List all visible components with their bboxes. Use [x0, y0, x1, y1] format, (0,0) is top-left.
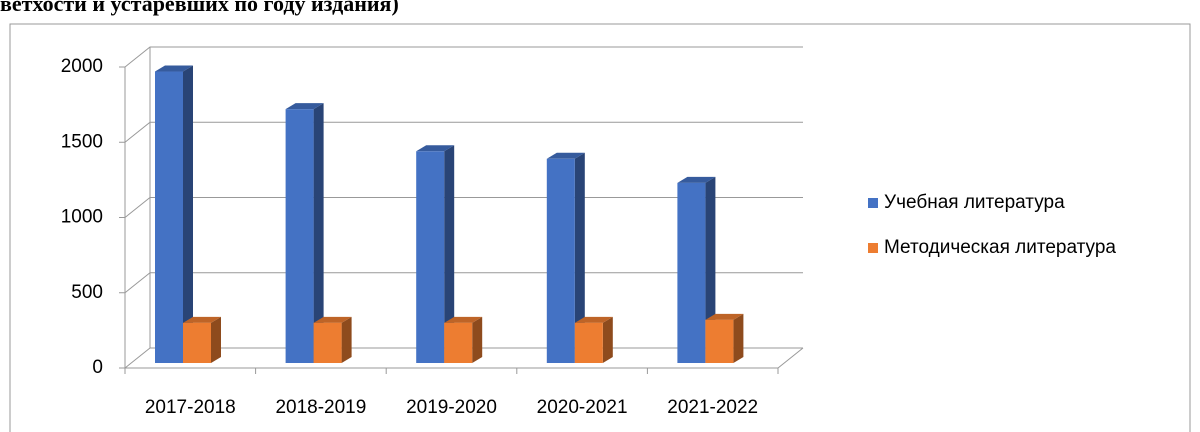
x-tick-label: 2019-2020: [406, 397, 497, 418]
bar-top: [155, 65, 193, 72]
grid-line: [124, 272, 803, 294]
grid-line: [124, 197, 803, 218]
bar-side: [183, 65, 193, 363]
bar-side: [602, 316, 613, 363]
bar-top: [677, 176, 716, 183]
bar-top: [705, 313, 744, 320]
y-tick-label: 2000: [61, 56, 103, 77]
bar-front: [546, 158, 575, 363]
bar: [444, 316, 483, 363]
bar-top: [416, 145, 455, 152]
legend-swatch: [868, 243, 878, 253]
bar-top: [546, 152, 585, 159]
bar: [546, 152, 585, 363]
y-tick-label: 0: [92, 357, 103, 378]
bar: [155, 65, 193, 363]
bar-front: [444, 322, 473, 363]
grid-line: [124, 46, 803, 68]
bar: [313, 316, 352, 363]
y-tick-label: 500: [71, 282, 103, 303]
bar-front: [155, 71, 183, 363]
legend-swatch: [868, 198, 878, 208]
chart-frame: [9, 23, 1191, 432]
bar: [285, 103, 324, 363]
bar-side: [313, 103, 324, 363]
bar-side: [444, 145, 455, 363]
bar-front: [313, 322, 342, 363]
grid-line: [124, 121, 803, 143]
bar-side: [341, 316, 352, 363]
bar-side: [574, 152, 585, 363]
bar: [416, 145, 455, 363]
bar-side: [472, 316, 483, 363]
x-tick-label: 2017-2018: [145, 397, 236, 418]
x-tick-label: 2018-2019: [275, 397, 366, 418]
bar-top: [444, 316, 483, 323]
x-tick-label: 2021-2022: [667, 397, 758, 418]
legend-label: Учебная литература: [884, 192, 1065, 213]
bar-side: [211, 316, 221, 363]
bar-top: [574, 316, 613, 323]
x-tick-label: 2020-2021: [537, 397, 628, 418]
bar-side: [733, 313, 744, 363]
bar-top: [313, 316, 352, 323]
bar-front: [705, 319, 734, 363]
bar-top: [183, 316, 221, 323]
bar: [705, 313, 744, 363]
bar-front: [285, 109, 314, 363]
bar-front: [183, 322, 211, 363]
y-tick-label: 1000: [61, 207, 103, 228]
bar-front: [416, 151, 445, 363]
bar-front: [574, 322, 603, 363]
y-tick-label: 1500: [61, 131, 103, 152]
bar-front: [677, 182, 706, 363]
bar-top: [285, 103, 324, 110]
bar: [183, 316, 221, 363]
legend-label: Методическая литература: [884, 237, 1116, 258]
bar: [574, 316, 613, 363]
chart-title: ветхости и устаревших по году издания): [0, 0, 399, 16]
